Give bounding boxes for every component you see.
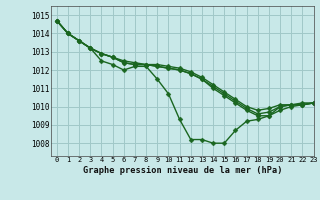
X-axis label: Graphe pression niveau de la mer (hPa): Graphe pression niveau de la mer (hPa) [83,166,282,175]
